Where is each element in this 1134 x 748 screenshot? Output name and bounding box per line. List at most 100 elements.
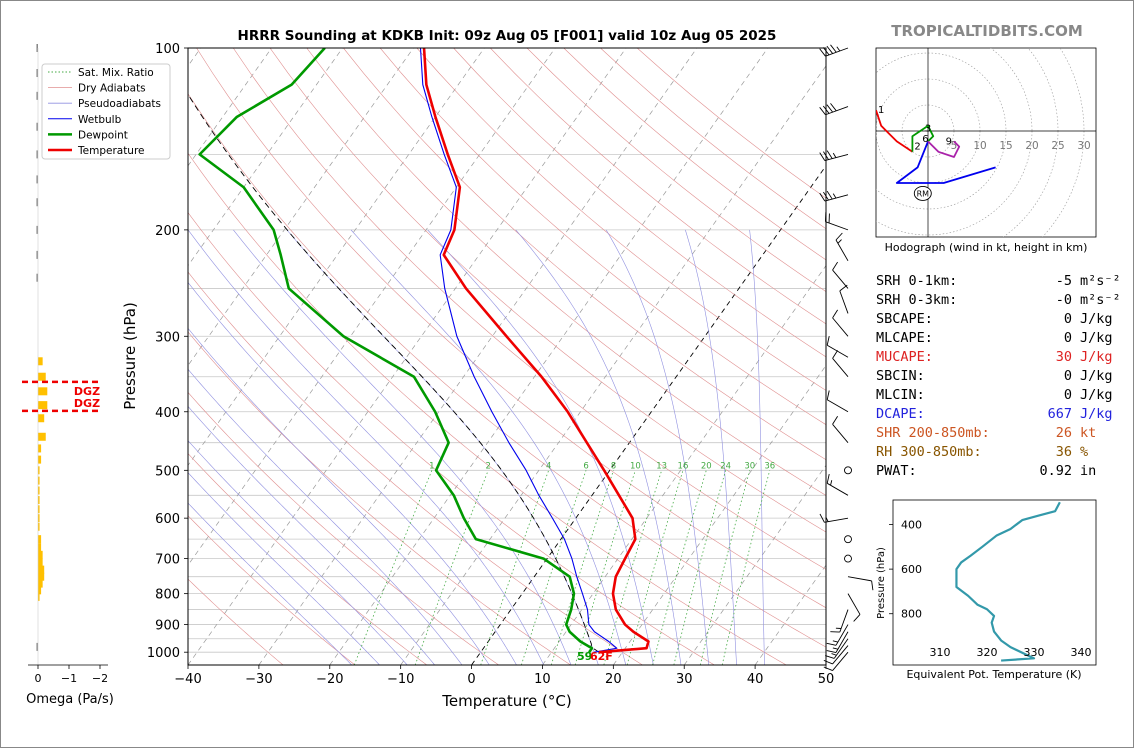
wind-barb bbox=[825, 638, 849, 659]
storm-motion-label: LM bbox=[839, 80, 850, 89]
mixing-ratio-line bbox=[480, 470, 550, 665]
hodograph-segment bbox=[911, 124, 935, 152]
pseudoadiabat-line bbox=[350, 229, 627, 665]
pseudoadiabat-line bbox=[188, 472, 380, 665]
legend: Sat. Mix. Ratio Dry Adiabats Pseudoadiabat… bbox=[41, 63, 171, 160]
skewt-ticks: −40 −30 −20 −10 0 10 20 30 40 50 100 200 300 400 500 60… bbox=[147, 42, 834, 687]
hodograph-height-label: 3 bbox=[925, 123, 931, 134]
skewt-background-lines bbox=[188, 48, 826, 665]
y-tick-label: 600 bbox=[155, 512, 180, 527]
isotherm-line bbox=[188, 48, 343, 267]
wind-barb bbox=[830, 609, 849, 633]
omega-bar bbox=[36, 122, 38, 131]
hodograph-ring-label: 20 bbox=[1025, 140, 1038, 152]
stat-row: SHR 200-850mb: 26 kt bbox=[876, 424, 1121, 443]
wind-barb bbox=[847, 576, 874, 591]
hodograph-panel: 5 10 15 20 25 30 1 236 9 LM RM Hodograph (wind in… bbox=[839, 47, 1097, 254]
omega-bar bbox=[38, 432, 46, 441]
omega-bar bbox=[38, 401, 48, 410]
dry-adiabat-line bbox=[233, 48, 826, 570]
hodograph-segment bbox=[876, 109, 913, 153]
pseudoadiabat-line bbox=[188, 440, 408, 665]
sounding-stats: SRH 0-1km: -5 m²s⁻² SRH 0-3km: -0 m²s⁻² SBCAPE… bbox=[876, 272, 1121, 481]
wind-barb bbox=[826, 631, 849, 653]
stat-label: MLCIN: bbox=[876, 387, 925, 403]
isotherm-line bbox=[683, 464, 826, 665]
wind-barb bbox=[839, 284, 849, 314]
stat-label: RH 300-850mb: bbox=[876, 444, 982, 460]
stat-row: DCAPE: 667 J/kg bbox=[876, 405, 1121, 424]
mixing-ratio-label: 20 bbox=[701, 461, 712, 471]
dry-adiabat-line bbox=[306, 48, 826, 496]
stat-label: PWAT: bbox=[876, 463, 917, 479]
stat-row: MUCAPE: 30 J/kg bbox=[876, 348, 1121, 367]
stat-value: 36 bbox=[1055, 444, 1072, 460]
dry-adiabat-line bbox=[416, 48, 826, 391]
wind-barb bbox=[826, 335, 849, 358]
stat-label: SBCAPE: bbox=[876, 311, 933, 327]
stat-label: SRH 0-3km: bbox=[876, 292, 958, 308]
pseudoadiabat-line bbox=[188, 327, 490, 665]
omega-tick-label: −1 bbox=[61, 672, 77, 685]
legend-label: Wetbulb bbox=[78, 114, 122, 126]
mixing-ratio-labels: 1 2 4 6 8 10 13 16 20 24 30 36 bbox=[429, 461, 775, 471]
omega-bar bbox=[36, 642, 38, 651]
omega-bar bbox=[38, 372, 46, 381]
x-tick-label: 30 bbox=[676, 672, 693, 687]
mixing-ratio-line bbox=[414, 470, 489, 665]
dry-adiabat-line bbox=[269, 48, 826, 533]
pseudoadiabat-line bbox=[188, 502, 352, 665]
isotherm-line bbox=[613, 364, 826, 665]
mixing-ratio-label: 10 bbox=[630, 461, 641, 471]
theta-e-frame bbox=[892, 499, 1097, 666]
x-tick-label: 0 bbox=[467, 672, 475, 687]
isotherm-line bbox=[188, 48, 556, 566]
x-tick-label: 10 bbox=[534, 672, 551, 687]
skewt-axes-frame bbox=[187, 47, 827, 666]
pseudoadiabat-line bbox=[188, 368, 463, 665]
wind-barb bbox=[824, 212, 849, 231]
omega-bar bbox=[36, 225, 38, 234]
pseudoadiabat-line bbox=[188, 229, 545, 665]
x-tick-label: −30 bbox=[245, 672, 272, 687]
omega-bar bbox=[38, 505, 40, 514]
stat-value: 30 bbox=[1055, 349, 1072, 365]
hodograph-segment bbox=[927, 140, 961, 158]
omega-bar bbox=[38, 565, 45, 574]
wind-barb bbox=[832, 350, 849, 378]
stat-value: 0 bbox=[1063, 330, 1072, 346]
wind-barb bbox=[819, 513, 849, 523]
stat-value: -5 bbox=[1055, 273, 1072, 289]
hodograph-height-label: 2 bbox=[914, 142, 920, 153]
pseudoadiabat-line bbox=[685, 229, 737, 665]
wind-barb bbox=[823, 651, 849, 671]
theta-e-panel: 310 320 330 340 400 600 800 Equivalent Pot. Te… bbox=[876, 499, 1097, 681]
isotherm-line bbox=[542, 265, 826, 665]
mixing-ratio-line bbox=[721, 470, 771, 665]
omega-bar bbox=[38, 486, 40, 495]
surface-dewpoint-label: 59 bbox=[577, 650, 592, 663]
y-tick-label: 400 bbox=[155, 406, 180, 421]
theta-e-y-tick-label: 600 bbox=[901, 563, 922, 576]
y-tick-label: 900 bbox=[155, 619, 180, 634]
isotherm-line bbox=[188, 48, 485, 466]
dry-adiabat-line bbox=[188, 515, 356, 665]
hodograph-ring-label: 10 bbox=[973, 140, 986, 152]
x-tick-label: 50 bbox=[818, 672, 835, 687]
mixing-ratio-line bbox=[699, 470, 751, 665]
isotherm-line bbox=[188, 48, 414, 367]
y-tick-label: 500 bbox=[155, 464, 180, 479]
omega-bar bbox=[38, 558, 43, 567]
stat-value: 667 bbox=[1047, 406, 1072, 422]
wind-barb bbox=[832, 261, 849, 289]
calm-wind-marker bbox=[844, 535, 852, 544]
mixing-ratio-label: 4 bbox=[546, 461, 551, 471]
omega-bar bbox=[36, 250, 38, 259]
hodograph-ring-label: 30 bbox=[1077, 140, 1090, 152]
theta-e-x-tick-label: 340 bbox=[1071, 646, 1092, 659]
wind-barb bbox=[823, 645, 849, 665]
legend-label: Sat. Mix. Ratio bbox=[78, 67, 154, 79]
dry-adiabat-line bbox=[188, 93, 826, 648]
wind-barb bbox=[847, 593, 861, 622]
